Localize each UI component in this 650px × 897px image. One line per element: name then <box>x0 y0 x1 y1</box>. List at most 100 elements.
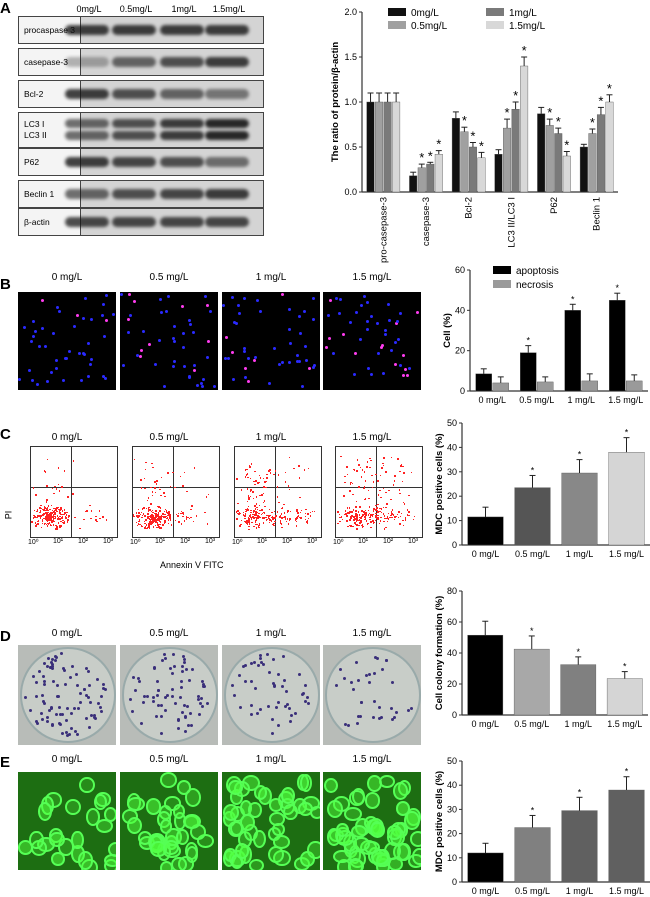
image-label: 0 mg/L <box>51 272 83 283</box>
blot-band <box>205 131 249 140</box>
blot-band <box>65 25 109 35</box>
bar <box>596 114 605 193</box>
y-tick-label: 40 <box>447 648 457 658</box>
flow-tick: 10⁰ <box>232 539 243 546</box>
image-label: 1 mg/L <box>255 272 287 283</box>
x-tick-label: 0.5 mg/L <box>515 886 550 896</box>
significance-star: * <box>598 93 603 108</box>
y-tick-label: 10 <box>447 853 457 863</box>
blot-band <box>112 189 156 199</box>
significance-star: * <box>556 114 561 129</box>
significance-star: * <box>419 150 424 165</box>
significance-star: * <box>564 138 569 153</box>
blot-band <box>112 217 156 227</box>
bar <box>383 101 392 193</box>
significance-star: * <box>505 105 510 120</box>
blot-row: procaspase 3 <box>18 16 264 44</box>
bar <box>375 101 384 193</box>
y-tick-label: 1.5 <box>344 52 357 62</box>
flow-tick: 10¹ <box>257 538 268 545</box>
legend-label: 0mg/L <box>411 8 439 19</box>
bar <box>609 300 626 392</box>
image-label: 0.5 mg/L <box>149 432 189 443</box>
blot-band <box>65 131 109 140</box>
fluorescence-image <box>222 292 320 390</box>
x-tick-label: 1 mg/L <box>564 719 592 729</box>
bar <box>477 157 486 193</box>
bar <box>562 155 571 193</box>
flow-tick: 10¹ <box>358 538 369 545</box>
bar <box>467 516 504 546</box>
blot-band <box>112 157 156 167</box>
significance-star: * <box>547 105 552 120</box>
blot-row-label: LC3 I LC3 II <box>19 113 81 147</box>
y-tick-label: 50 <box>447 756 457 766</box>
y-tick-label: 20 <box>447 491 457 501</box>
bar <box>467 634 504 716</box>
legend-swatch <box>388 21 406 29</box>
colony-plate <box>323 645 421 745</box>
colony-plate <box>18 645 116 745</box>
blot-band <box>205 189 249 199</box>
y-axis-label: Cell (%) <box>442 313 453 348</box>
bar <box>564 310 581 392</box>
y-tick-label: 0 <box>452 540 457 550</box>
x-tick-label: 1 mg/L <box>567 395 595 405</box>
bar <box>460 131 469 193</box>
y-tick-label: 0.0 <box>344 187 357 197</box>
bar <box>492 382 509 392</box>
y-tick-label: 20 <box>447 829 457 839</box>
mdc-fluorescence-image <box>120 772 218 870</box>
x-tick-label: 1.5 mg/L <box>608 395 643 405</box>
blot-band <box>112 89 156 99</box>
bar <box>605 101 614 193</box>
blot-band <box>65 57 109 67</box>
x-tick-label: 1 mg/L <box>566 886 594 896</box>
bar <box>426 163 435 193</box>
bar <box>606 678 643 716</box>
blot-row: Beclin 1 <box>18 180 264 208</box>
bar <box>579 146 588 193</box>
image-label: 0.5 mg/L <box>149 628 189 639</box>
significance-star: * <box>590 115 595 130</box>
image-label: 1 mg/L <box>255 432 287 443</box>
x-tick-label: 0.5 mg/L <box>519 395 554 405</box>
significance-star: * <box>513 88 518 103</box>
legend-swatch <box>486 21 504 29</box>
flow-plot <box>335 446 423 538</box>
significance-star: * <box>526 336 530 346</box>
panel-label-e: E <box>0 754 11 771</box>
significance-star: * <box>578 450 582 460</box>
blot-band <box>65 217 109 227</box>
flow-tick: 10³ <box>103 538 114 545</box>
legend-swatch <box>493 280 511 288</box>
blot-band <box>160 131 204 140</box>
bar <box>467 852 504 883</box>
legend-label: 0.5mg/L <box>411 21 448 32</box>
blot-column-label: 0mg/L <box>76 4 102 14</box>
y-tick-label: 0 <box>452 710 457 720</box>
significance-star: * <box>607 81 612 96</box>
image-label: 0.5 mg/L <box>149 272 189 283</box>
fluorescence-image <box>120 292 218 390</box>
flow-tick: 10³ <box>205 538 216 545</box>
bar <box>514 827 551 883</box>
blot-column-label: 1.5mg/L <box>212 4 246 14</box>
blot-band <box>205 89 249 99</box>
panel-label-b: B <box>0 276 11 293</box>
significance-star: * <box>531 465 535 475</box>
significance-star: * <box>576 647 580 657</box>
y-tick-label: 10 <box>447 516 457 526</box>
image-label: 1.5 mg/L <box>352 432 392 443</box>
flow-tick: 10³ <box>307 538 318 545</box>
y-tick-label: 80 <box>447 586 457 596</box>
blot-band <box>160 217 204 227</box>
y-tick-label: 60 <box>447 617 457 627</box>
bar <box>503 127 512 193</box>
significance-star: * <box>470 129 475 144</box>
significance-star: * <box>462 113 467 128</box>
bar <box>561 472 598 546</box>
legend-label: 1.5mg/L <box>509 21 546 32</box>
blot-band <box>112 119 156 128</box>
